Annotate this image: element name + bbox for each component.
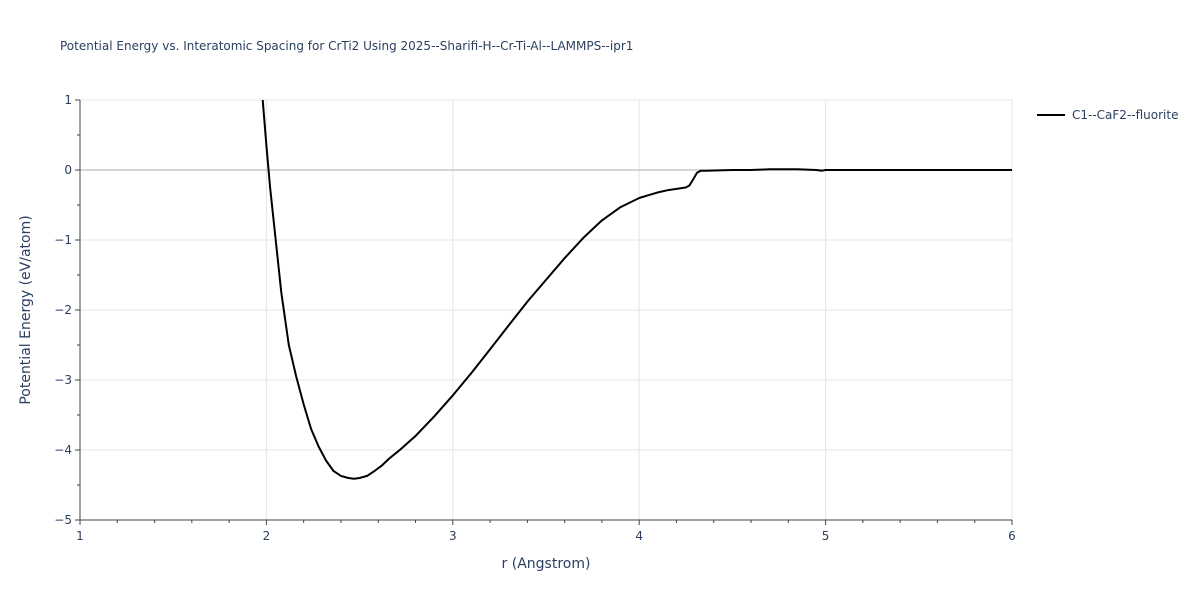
y-tick-label: −1 — [54, 233, 72, 247]
x-tick-label: 2 — [263, 529, 271, 543]
y-tick-label: −5 — [54, 513, 72, 527]
y-tick-label: −2 — [54, 303, 72, 317]
x-tick-label: 3 — [449, 529, 457, 543]
x-axis-title: r (Angstrom) — [502, 556, 591, 572]
y-tick-label: −4 — [54, 443, 72, 457]
legend-label[interactable]: C1--CaF2--fluorite — [1072, 108, 1178, 122]
x-tick-label: 5 — [822, 529, 830, 543]
chart-title: Potential Energy vs. Interatomic Spacing… — [60, 39, 633, 53]
x-tick-label: 1 — [76, 529, 84, 543]
plot-area — [261, 99, 1012, 480]
series-line — [261, 99, 1012, 480]
y-tick-label: −3 — [54, 373, 72, 387]
y-tick-label: 1 — [64, 93, 72, 107]
y-axis-title: Potential Energy (eV/atom) — [18, 215, 34, 404]
x-tick-label: 4 — [635, 529, 643, 543]
x-tick-label: 6 — [1008, 529, 1016, 543]
legend[interactable]: C1--CaF2--fluorite — [1037, 108, 1178, 122]
ticks: 1 2 3 4 5 6 1 0 −1 −2 −3 −4 −5 — [54, 93, 1016, 543]
grid — [80, 99, 1013, 520]
y-tick-label: 0 — [64, 163, 72, 177]
